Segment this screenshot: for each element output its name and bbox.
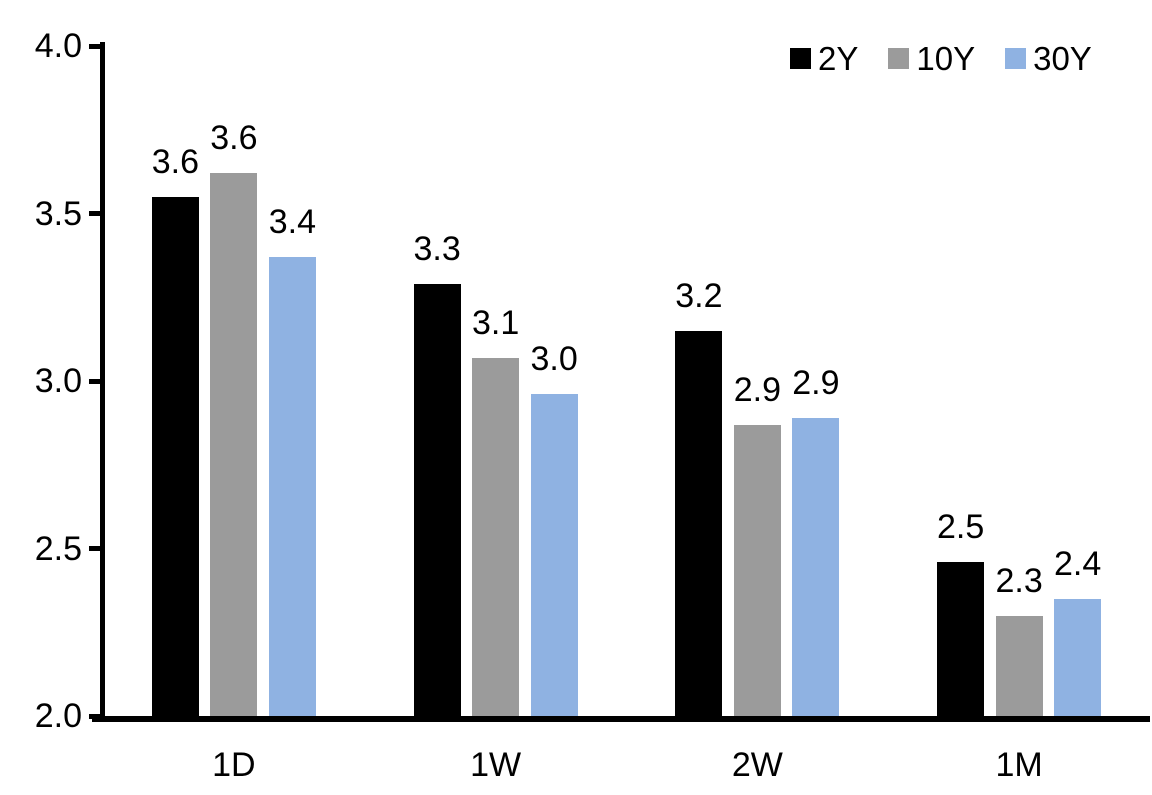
bar-10Y-1W: [472, 357, 520, 716]
legend-label: 30Y: [1033, 40, 1092, 77]
bar-2Y-1M: [937, 561, 985, 716]
y-axis-tick: [89, 546, 103, 551]
legend: 2Y 10Y 30Y: [790, 42, 1092, 75]
x-axis-line: [92, 716, 1150, 722]
legend-label: 10Y: [916, 40, 976, 77]
bar-value-label-30Y-2W: 2.9: [792, 363, 840, 402]
legend-swatch-icon: [1005, 48, 1027, 69]
bar-2Y-1D: [151, 196, 199, 716]
bar-value-label-30Y-1W: 3.0: [530, 340, 578, 379]
x-axis-label-2W: 2W: [731, 746, 783, 784]
bar-30Y-1D: [268, 257, 316, 716]
x-axis-label-1M: 1M: [995, 746, 1043, 784]
bar-value-label-10Y-1D: 3.6: [210, 119, 258, 158]
bar-2Y-2W: [675, 330, 723, 716]
bar-10Y-1M: [995, 615, 1043, 716]
legend-swatch-icon: [790, 48, 811, 69]
bar-2Y-1W: [413, 283, 461, 716]
y-axis-tick: [89, 43, 103, 49]
y-axis-tick-label: 4.0: [34, 27, 82, 65]
y-axis-tick-label: 2.5: [34, 529, 82, 568]
bar-30Y-2W: [792, 417, 840, 716]
legend-label: 2Y: [818, 40, 859, 77]
legend-item-2Y: 2Y: [790, 42, 858, 75]
bar-10Y-2W: [733, 424, 781, 716]
bar-value-label-10Y-1W: 3.1: [471, 303, 520, 342]
y-axis-tick-label: 3.0: [34, 362, 82, 400]
legend-swatch-icon: [888, 48, 910, 69]
bar-value-label-10Y-1M: 2.3: [995, 561, 1043, 600]
y-axis-tick-label: 3.5: [34, 194, 82, 233]
bar-30Y-1W: [530, 394, 578, 716]
bar-value-label-2Y-1M: 2.5: [936, 507, 985, 546]
x-axis-label-1W: 1W: [470, 746, 522, 784]
y-axis-tick: [89, 211, 103, 216]
bar-10Y-1D: [210, 173, 258, 716]
bar-value-label-2Y-1D: 3.6: [151, 142, 199, 181]
legend-item-30Y: 30Y: [1005, 42, 1092, 75]
bar-value-label-30Y-1M: 2.4: [1053, 544, 1102, 583]
bar-30Y-1M: [1054, 598, 1102, 716]
x-axis-label-1D: 1D: [212, 746, 256, 784]
y-axis-tick: [89, 713, 103, 719]
legend-item-10Y: 10Y: [888, 42, 975, 75]
y-axis-tick-label: 2.0: [34, 697, 82, 735]
bar-value-label-2Y-1W: 3.3: [413, 229, 461, 268]
bar-value-label-10Y-2W: 2.9: [733, 370, 781, 409]
bar-value-label-2Y-2W: 3.2: [675, 276, 723, 315]
bar-value-label-30Y-1D: 3.4: [268, 203, 316, 242]
y-axis-tick: [89, 378, 103, 384]
